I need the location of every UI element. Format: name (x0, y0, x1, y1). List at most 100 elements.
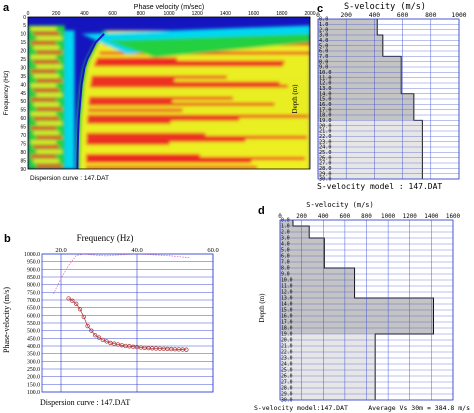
panel-c-y-tick-label: 1.0 (319, 22, 328, 28)
panel-a-y-tick-label: 25 (20, 57, 26, 63)
panel-d-ylabel: Depth (m) (258, 293, 266, 323)
panel-d-x-tick-label: 800 (361, 214, 372, 220)
panel-d-x-tick-label: 1400 (424, 214, 439, 220)
panel-a-yellow-band (80, 150, 310, 156)
panel-a-x-tick-label: 1200 (192, 11, 203, 17)
panel-c-y-tick-label: 27.0 (319, 161, 332, 167)
panel-d-x-tick-label: 0 (278, 214, 282, 220)
panel-c-y-tick-label: 26.0 (319, 155, 332, 161)
panel-d-y-tick-label: 3.0 (281, 236, 290, 242)
panel-a-y-tick-label: 65 (20, 125, 26, 131)
panel-a-left-stripe (30, 69, 57, 73)
panel-d-letter: d (258, 205, 265, 217)
panel-a-left-stripe (36, 121, 62, 125)
panel-b-letter: b (4, 233, 11, 245)
panel-a-left-stripe (33, 60, 60, 64)
panel-b-caption: Dispersion curve : 147.DAT (40, 398, 130, 407)
panel-d-y-tick-label: 15.0 (281, 308, 293, 314)
panel-a-red-band (95, 60, 285, 66)
panel-a-left-stripe (33, 46, 60, 50)
panel-a-x-tick-label: 600 (108, 11, 117, 17)
panel-c-y-tick-label: 23.0 (319, 139, 332, 145)
panel-a-yellow-band (80, 144, 310, 150)
panel-a-frame (27, 16, 311, 170)
panel-a-y-tick-label: 15 (20, 40, 26, 46)
panel-d-y-tick-label: 22.0 (281, 350, 293, 356)
panel-a-red-band (86, 156, 305, 162)
panel-a-ridge (76, 33, 105, 169)
panel-c-y-tick-label: 13.0 (319, 86, 332, 92)
panel-d-y-tick-label: 29.0 (281, 392, 293, 398)
panel-a-yellow-band (81, 123, 310, 129)
panel-b-point (74, 301, 79, 306)
panel-a-x-tick-label: 400 (80, 11, 89, 17)
panel-a-left-stripe (30, 112, 57, 116)
panel-a-left-green (28, 25, 65, 169)
panel-d-caption-average: Average Vs 30m = 384.8 m/s (368, 404, 470, 412)
panel-b-y-tick-label: 800.0 (27, 283, 40, 289)
panel-a-yellow-band (80, 169, 310, 174)
panel-a-red-band (88, 102, 275, 108)
panel-c-x-tick-label: 800 (425, 12, 437, 19)
panel-c-x-tick-label: 400 (369, 12, 381, 19)
panel-d-y-tick-label: 5.0 (281, 248, 290, 254)
panel-a-y-tick-label: 80 (20, 150, 26, 156)
panel-d-y-tick-label: 20.0 (281, 338, 293, 344)
panel-c-y-tick-label: 30.0 (319, 177, 332, 183)
panel-b-x-tick-label: 40.0 (131, 247, 142, 254)
panel-a-red-band (94, 63, 284, 69)
panel-c-x-tick-label: 600 (397, 12, 409, 19)
panel-d-layer (280, 220, 293, 226)
panel-a-red-band (85, 165, 258, 169)
panel-d-y-tick-label: 18.0 (281, 326, 293, 332)
panel-a-x-tick-label: 200 (52, 11, 61, 17)
panel-a-ylabel: Frequency (Hz) (3, 71, 10, 116)
panel-a-x-tick-label: 0 (27, 11, 30, 17)
panel-a-x-tick-label: 1000 (163, 11, 174, 17)
panel-d-y-tick-label: 24.0 (281, 362, 293, 368)
panel-a-dispersion-image: a Phase velocity (m/sec) 0 200 400 600 800 10… (3, 2, 316, 182)
panel-a-y-tick-label: 30 (20, 65, 26, 71)
panel-d-grid (279, 219, 454, 401)
panel-d-y-tick-label: 30.0 (281, 398, 293, 404)
panel-b-y-tick-label: 400.0 (27, 344, 40, 350)
panel-a-left-stripe (36, 50, 62, 54)
panel-b-point (96, 335, 102, 340)
panel-a-yellow-band (82, 108, 310, 114)
panel-a-red-band (89, 96, 233, 102)
panel-a-yellow-band (82, 111, 310, 117)
panel-a-yellow-band (82, 105, 310, 111)
panel-c-y-tick-label: 11.0 (319, 75, 332, 81)
panel-c-y-ticks: 0.01.02.03.04.05.06.07.08.09.010.011.012… (319, 17, 332, 183)
panel-a-y-ticks: 0 5 10 15 20 25 30 35 40 45 50 55 60 65 70 75 80 85 90 (20, 15, 26, 173)
panel-c-frame (317, 18, 460, 180)
panel-a-cyan-gap (64, 30, 75, 169)
panel-d-title: S-velocity (m/s) (306, 201, 373, 209)
panel-b-ylabel: Phase-velocity (m/s) (2, 287, 11, 353)
panel-a-y-tick-label: 40 (20, 82, 26, 88)
panel-a-yellow-band (81, 129, 310, 135)
panel-b-y-tick-label: 850.0 (27, 275, 40, 281)
panel-c-y-tick-label: 16.0 (319, 102, 332, 108)
panel-d-velocity-model: d S-velocity (m/s) 0 200 400 600 800 1000 1200… (254, 201, 470, 412)
panel-b-y-tick-label: 750.0 (27, 290, 40, 296)
panel-d-x-tick-label: 400 (318, 214, 329, 220)
panel-c-layer (318, 19, 378, 35)
panel-a-yellow-band (83, 93, 310, 99)
panel-a-y-tick-label: 55 (20, 108, 26, 114)
panel-a-left-stripe (30, 154, 57, 159)
panel-a-yellow-band (81, 120, 310, 126)
panel-c-y-tick-label: 19.0 (319, 118, 332, 124)
panel-b-x-ticks: 20.0 40.0 60.0 (55, 247, 218, 254)
panel-a-heat-bands (28, 25, 310, 174)
panel-a-left-stripe (33, 131, 60, 135)
panel-b-y-tick-label: 450.0 (27, 336, 40, 342)
panel-a-y-tick-label: 20 (20, 49, 26, 55)
panel-a-red-band (86, 153, 201, 159)
panel-b-dispersion-curve: b Frequency (Hz) 20.0 40.0 60.0 Phase-velo… (2, 233, 219, 407)
panel-a-y-tick-label: 60 (20, 116, 26, 122)
panel-a-left-stripe (36, 79, 62, 83)
panel-b-x-tick-label: 60.0 (207, 247, 218, 254)
panel-b-y-tick-label: 950.0 (27, 260, 40, 266)
panel-a-red-band (86, 132, 206, 138)
